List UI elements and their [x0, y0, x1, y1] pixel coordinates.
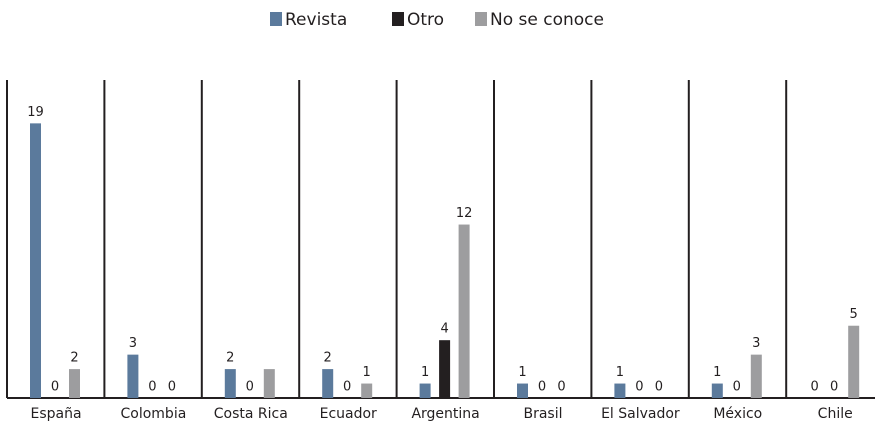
x-tick-label: España	[30, 406, 81, 422]
x-tick-label: Colombia	[121, 406, 187, 422]
legend-swatch	[392, 12, 404, 26]
bar	[614, 383, 626, 398]
bar	[263, 369, 275, 398]
data-label: 1	[616, 365, 624, 380]
bar	[750, 354, 762, 398]
data-label: 0	[733, 380, 741, 395]
data-label: 12	[456, 206, 473, 221]
data-label: 0	[557, 380, 565, 395]
legend-label: Otro	[407, 10, 444, 30]
bar	[69, 369, 80, 398]
bar	[30, 123, 41, 398]
data-label: 0	[811, 380, 819, 395]
bar	[439, 340, 451, 398]
bar	[322, 369, 334, 398]
data-label: 3	[129, 336, 137, 351]
x-tick-label: Argentina	[411, 406, 479, 422]
data-label: 0	[343, 380, 351, 395]
data-label: 2	[226, 351, 234, 366]
data-label: 5	[850, 307, 858, 322]
data-label: 0	[51, 380, 59, 395]
legend-swatch	[270, 12, 282, 26]
data-label: 0	[246, 380, 254, 395]
data-label: 19	[27, 105, 44, 120]
bar	[224, 369, 236, 398]
data-label: 1	[713, 365, 721, 380]
x-tick-label: Chile	[818, 406, 853, 422]
data-label: 0	[655, 380, 663, 395]
data-label: 0	[538, 380, 546, 395]
data-label: 0	[830, 380, 838, 395]
data-label: 4	[440, 322, 448, 337]
data-label: 1	[421, 365, 429, 380]
bar	[711, 383, 723, 398]
bar	[517, 383, 528, 398]
legend-label: Revista	[285, 10, 347, 30]
data-label: 2	[324, 351, 332, 366]
bar	[361, 383, 373, 398]
data-label: 2	[70, 351, 78, 366]
data-label: 0	[148, 380, 156, 395]
x-tick-label: México	[713, 406, 762, 422]
data-label: 3	[752, 336, 760, 351]
bar	[419, 383, 431, 398]
x-tick-label: Costa Rica	[214, 406, 288, 422]
x-tick-label: Brasil	[523, 406, 562, 422]
data-label: 0	[168, 380, 176, 395]
data-label: 0	[635, 380, 643, 395]
data-label: 1	[518, 365, 526, 380]
legend-label: No se conoce	[490, 10, 604, 30]
bar	[127, 354, 139, 398]
x-tick-label: El Salvador	[601, 406, 680, 422]
legend-swatch	[475, 12, 487, 26]
data-label: 1	[363, 365, 371, 380]
bar	[458, 224, 470, 398]
x-tick-label: Ecuador	[320, 406, 377, 422]
bar	[848, 325, 860, 398]
